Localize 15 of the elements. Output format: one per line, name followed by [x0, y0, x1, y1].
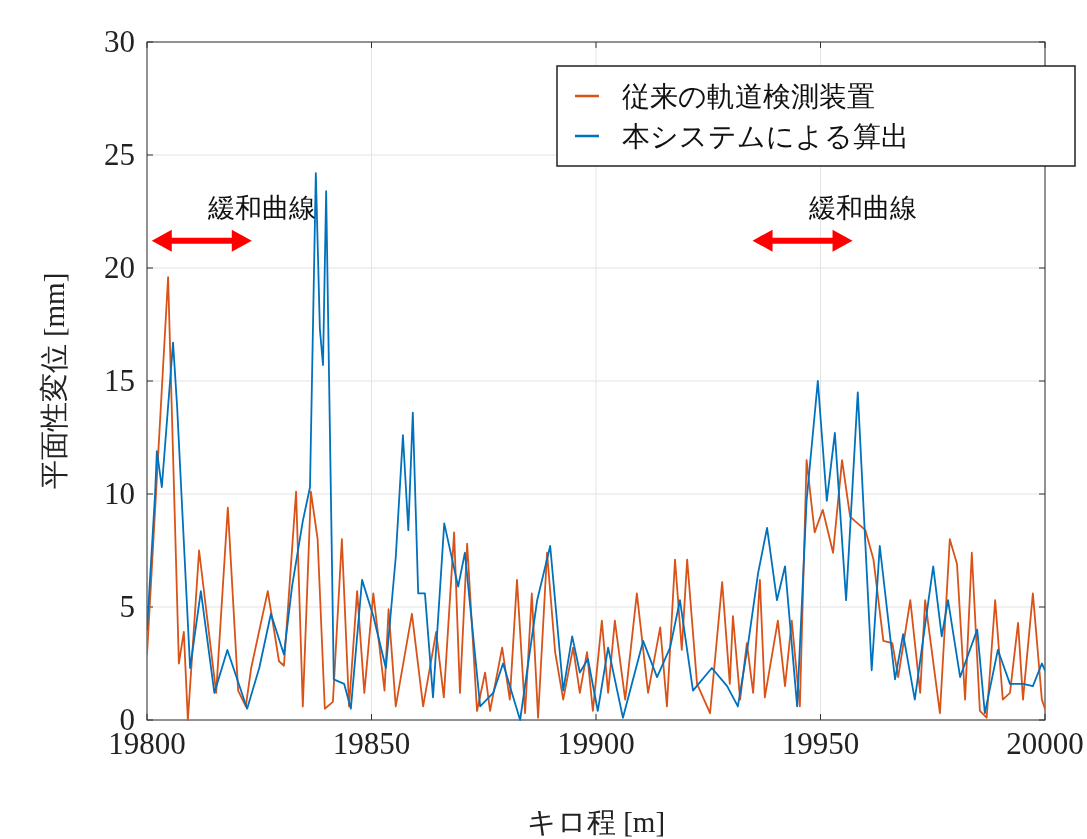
legend-label: 本システムによる算出 — [622, 121, 909, 152]
x-tick-label: 20000 — [1006, 726, 1084, 761]
y-axis-title: 平面性変位 [mm] — [38, 272, 70, 490]
y-tick-label: 15 — [104, 363, 135, 398]
y-tick-label: 20 — [104, 250, 135, 285]
y-tick-label: 10 — [104, 476, 135, 511]
x-axis-title: キロ程 [m] — [526, 806, 666, 838]
y-tick-label: 25 — [104, 137, 135, 172]
x-tick-label: 19900 — [557, 726, 635, 761]
x-tick-label: 19850 — [332, 726, 411, 761]
y-tick-label: 5 — [119, 589, 135, 624]
legend-label: 従来の軌道検測装置 — [622, 81, 875, 112]
x-tick-label: 19950 — [781, 726, 860, 761]
y-tick-label: 30 — [104, 24, 135, 59]
annotation: 緩和曲線 — [807, 192, 917, 223]
